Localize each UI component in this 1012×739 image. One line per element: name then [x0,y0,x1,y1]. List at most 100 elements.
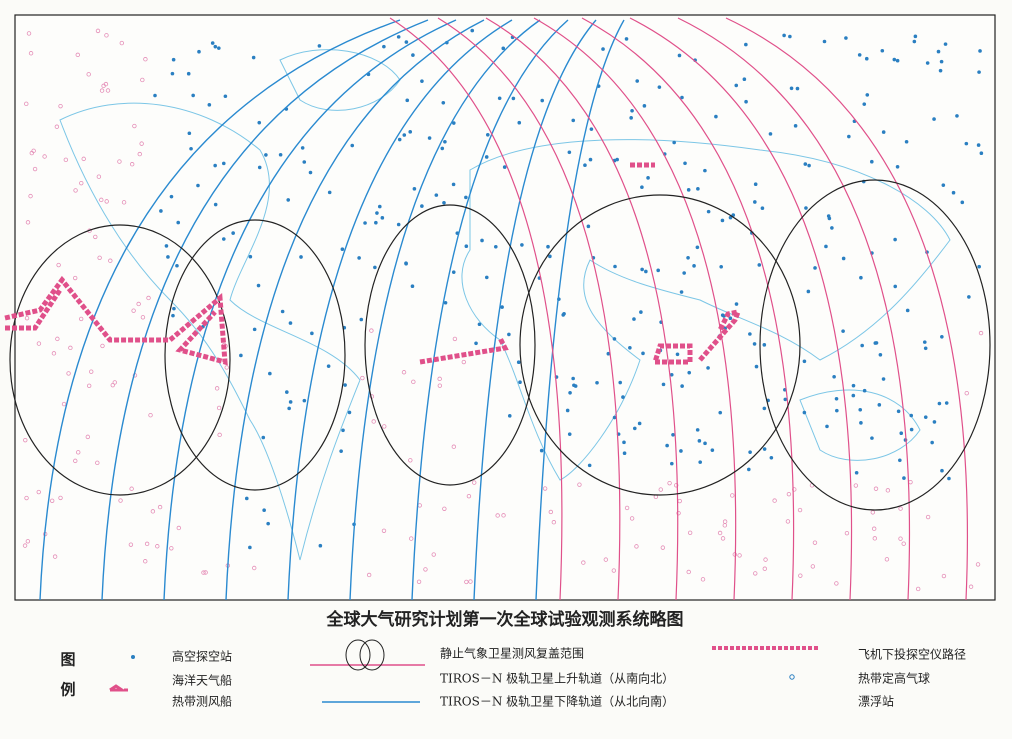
station [347,410,352,415]
float-station [217,432,222,438]
station [501,46,506,51]
station [656,268,660,273]
station [518,380,522,385]
station [595,380,599,385]
legend-symbol [109,684,128,692]
station [268,371,272,376]
float-station [901,541,906,546]
station [396,35,401,39]
station [540,98,545,103]
station [936,49,941,54]
ascending-orbit [533,17,737,601]
station [186,71,191,76]
station [748,450,752,454]
float-station [129,486,134,491]
float-station [629,516,635,521]
float-station [24,315,30,321]
float-station [54,124,60,129]
float-station [762,566,768,571]
station [922,340,927,344]
float-station [634,544,639,549]
float-station [24,495,29,501]
station [802,410,807,415]
descending-orbit [287,19,513,601]
station [493,244,498,249]
float-station [437,376,442,382]
float-station [360,375,365,381]
float-station [143,559,148,564]
station [782,33,786,38]
station [452,121,456,125]
legend: 图 例 高空探空站 海洋天气船 热带测风船 静止气象卫星测风复盖范围 TIROS… [60,639,966,709]
station [646,176,650,180]
station [804,206,808,210]
station [546,244,550,249]
station [788,34,792,39]
station [641,351,645,356]
station [171,57,176,62]
station [680,95,684,100]
descending-orbit [535,19,625,601]
descending-orbit [411,19,569,601]
float-station [898,506,903,511]
station [881,377,886,381]
station [728,316,733,321]
station [622,440,626,445]
float-station [93,234,98,240]
station [895,58,900,63]
station [621,395,625,399]
station [939,59,944,64]
station [451,182,456,187]
station [412,187,417,191]
orbits [39,17,969,601]
station [665,443,669,448]
station [720,313,725,317]
station [896,409,901,414]
float-station [36,489,41,495]
float-station [810,564,816,569]
float-station [624,505,630,511]
station [410,284,415,288]
float-station [753,571,758,576]
station [210,41,215,45]
legend-heading: 例 [60,681,75,699]
station [703,168,707,173]
float-station [548,509,554,515]
float-station [25,220,31,225]
float-station [224,365,229,370]
station [844,36,848,40]
station [562,311,566,316]
station [864,56,869,61]
float-station [408,458,413,463]
station [630,108,634,113]
station [905,308,910,313]
station [802,359,807,364]
float-station [686,569,691,575]
station [223,94,228,99]
station [612,337,617,341]
station [976,143,981,147]
float-station [853,483,859,488]
station [380,216,385,220]
float-station [32,166,38,172]
float-station [834,581,839,586]
float-station [452,336,458,342]
ascending-orbit [389,17,563,601]
float-station [97,255,102,261]
station [687,370,692,375]
legend-label: 飞机下投探空仪路径 [858,647,966,662]
legend-symbol [131,655,135,659]
float-station [132,123,137,129]
float-station [139,141,144,146]
station [697,439,702,443]
float-station [730,493,735,498]
station [698,460,702,464]
station [484,155,489,159]
station [714,114,718,119]
station [288,321,293,325]
station [440,146,445,151]
dropsonde-paths [4,162,742,366]
float-station [25,539,31,544]
station [239,353,243,358]
float-station [51,351,57,356]
